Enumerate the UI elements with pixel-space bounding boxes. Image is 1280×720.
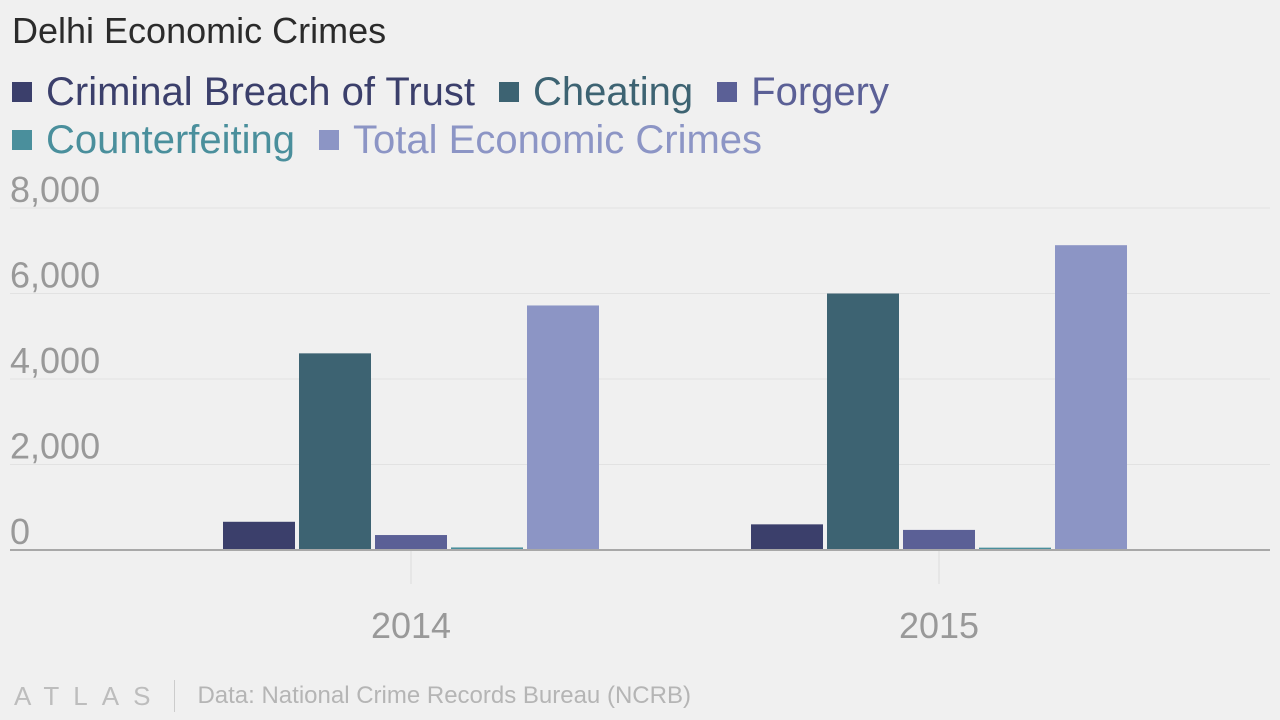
legend-item: Counterfeiting [12,120,295,160]
bar [223,521,295,550]
legend-swatch [717,82,738,102]
legend-swatch [499,82,520,102]
x-tick-label: 2015 [899,605,979,646]
legend-swatch [319,130,340,150]
bar [903,529,975,550]
bar [451,547,523,550]
x-tick-label: 2014 [371,605,451,646]
legend-item: Total Economic Crimes [319,120,762,160]
bar [751,524,823,550]
legend-item: Forgery [717,72,889,112]
y-tick-label: 0 [10,511,30,552]
legend-label: Criminal Breach of Trust [46,70,476,114]
legend-label: Forgery [751,70,889,114]
bar [375,535,447,550]
legend-label: Cheating [533,70,694,114]
y-tick-label: 6,000 [10,255,100,296]
footer-divider [174,680,176,712]
legend-swatch [12,130,32,150]
y-tick-label: 4,000 [10,340,100,381]
legend-item: Cheating [499,72,693,112]
atlas-logo: ATLAS [14,680,165,711]
data-source: Data: National Crime Records Bureau (NCR… [197,682,691,709]
y-tick-label: 8,000 [10,169,100,210]
legend-label: Total Economic Crimes [353,118,763,162]
bar [299,353,371,550]
legend-swatch [12,82,32,102]
bar [527,305,599,550]
legend-label: Counterfeiting [46,118,296,162]
chart-legend: Criminal Breach of Trust Cheating Forgery C… [12,72,1012,160]
bar [979,547,1051,550]
bar [1055,245,1127,550]
bar [827,293,899,550]
chart-footer: ATLAS Data: National Crime Records Burea… [14,676,691,716]
legend-item: Criminal Breach of Trust [12,72,475,112]
y-tick-label: 2,000 [10,426,100,467]
chart-title: Delhi Economic Crimes [12,10,387,51]
